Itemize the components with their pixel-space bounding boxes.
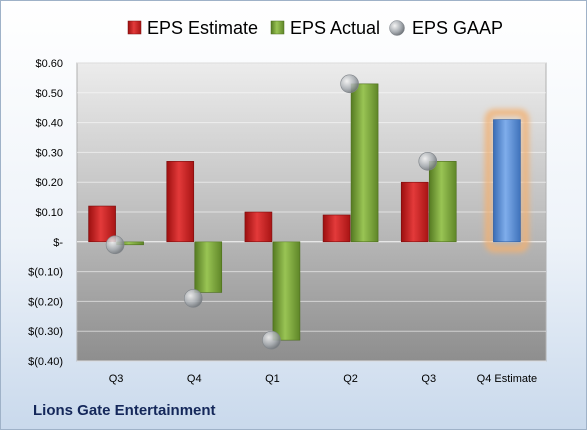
bar-eps-estimate [88, 205, 116, 243]
y-tick-label: $0.10 [35, 207, 63, 219]
bar-eps-actual [350, 83, 379, 243]
gridlines [77, 62, 546, 362]
bar-eps-estimate [322, 214, 351, 243]
y-tick-label: $0.60 [35, 58, 63, 70]
company-name: Lions Gate Entertainment [33, 402, 216, 419]
legend-marker-eps-gaap [389, 20, 405, 36]
bar-eps-actual [428, 161, 457, 243]
bar-eps-estimate [244, 211, 273, 243]
legend-swatch-eps-estimate [127, 20, 142, 35]
x-tick-label: Q4 Estimate [477, 373, 538, 385]
legend-label-eps-estimate: EPS Estimate [147, 18, 258, 38]
y-tick-label: $0.50 [35, 88, 63, 100]
gaap-markers [105, 74, 438, 350]
bar-eps-estimate [166, 161, 195, 243]
y-tick-label: $(0.20) [28, 296, 63, 308]
marker-eps-gaap [183, 289, 203, 308]
marker-eps-gaap [262, 330, 281, 350]
bar-eps-estimate [400, 181, 429, 243]
marker-eps-gaap [340, 74, 359, 94]
y-tick-label: $0.30 [35, 147, 63, 159]
y-tick-label: $- [53, 237, 63, 249]
estimate-glow [484, 109, 529, 253]
y-axis-ticks: $0.60 $0.50 $0.40 $0.30 $0.20 $0.10 $- $(0.10) $… [28, 58, 63, 368]
bar-eps-actual [272, 241, 301, 341]
y-tick-label: $(0.30) [28, 326, 63, 338]
marker-eps-gaap [105, 235, 125, 255]
y-tick-label: $(0.40) [28, 356, 63, 368]
estimate-highlight [484, 109, 529, 253]
y-tick-label: $(0.10) [28, 267, 63, 279]
x-tick-label: Q4 [187, 373, 202, 385]
legend-label-eps-actual: EPS Actual [290, 18, 380, 38]
bar-eps-actual [194, 241, 223, 293]
legend-label-eps-gaap: EPS GAAP [412, 18, 503, 38]
x-tick-label: Q1 [265, 373, 280, 385]
bars [88, 83, 521, 341]
y-tick-label: $0.20 [35, 177, 63, 189]
x-tick-label: Q3 [109, 373, 124, 385]
x-tick-label: Q2 [343, 373, 358, 385]
legend: EPS Estimate EPS Actual EPS GAAP [127, 18, 503, 38]
y-tick-label: $0.40 [35, 118, 63, 130]
legend-swatch-eps-actual [270, 20, 285, 35]
x-tick-label: Q3 [421, 373, 436, 385]
marker-eps-gaap [418, 152, 438, 171]
x-axis-ticks: Q3 Q4 Q1 Q2 Q3 Q4 Estimate [109, 373, 537, 385]
bar-q4-estimate [493, 119, 521, 243]
